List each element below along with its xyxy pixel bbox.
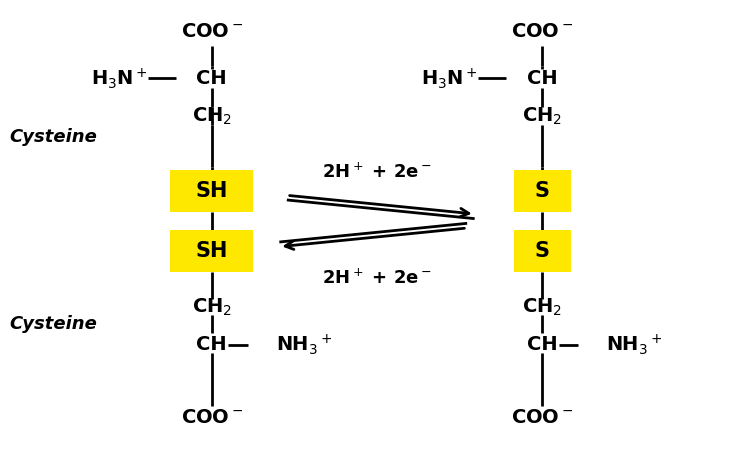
FancyBboxPatch shape	[170, 230, 253, 273]
Text: CH$_2$: CH$_2$	[523, 105, 562, 126]
Text: 2H$^+$ + 2e$^-$: 2H$^+$ + 2e$^-$	[322, 268, 432, 288]
Text: CH: CH	[197, 69, 227, 88]
Text: 2H$^+$ + 2e$^-$: 2H$^+$ + 2e$^-$	[322, 162, 432, 181]
Text: CH$_2$: CH$_2$	[192, 105, 231, 126]
Text: NH$_3$$^+$: NH$_3$$^+$	[606, 332, 663, 357]
Text: S: S	[535, 180, 550, 201]
Text: COO$^-$: COO$^-$	[180, 407, 243, 427]
Text: CH: CH	[527, 69, 557, 88]
Text: CH: CH	[197, 335, 227, 354]
Text: COO$^-$: COO$^-$	[511, 407, 574, 427]
Text: Cysteine: Cysteine	[9, 315, 97, 333]
Text: Cysteine: Cysteine	[9, 128, 97, 146]
Text: CH$_2$: CH$_2$	[192, 297, 231, 318]
FancyBboxPatch shape	[513, 230, 571, 273]
Text: NH$_3$$^+$: NH$_3$$^+$	[275, 332, 332, 357]
Text: SH: SH	[195, 242, 228, 261]
FancyBboxPatch shape	[513, 170, 571, 212]
Text: S: S	[535, 242, 550, 261]
Text: COO$^-$: COO$^-$	[180, 22, 243, 41]
Text: SH: SH	[195, 180, 228, 201]
Text: CH$_2$: CH$_2$	[523, 297, 562, 318]
Text: H$_3$N$^+$: H$_3$N$^+$	[421, 66, 479, 91]
FancyBboxPatch shape	[170, 170, 253, 212]
Text: COO$^-$: COO$^-$	[511, 22, 574, 41]
Text: H$_3$N$^+$: H$_3$N$^+$	[91, 66, 148, 91]
Text: CH: CH	[527, 335, 557, 354]
